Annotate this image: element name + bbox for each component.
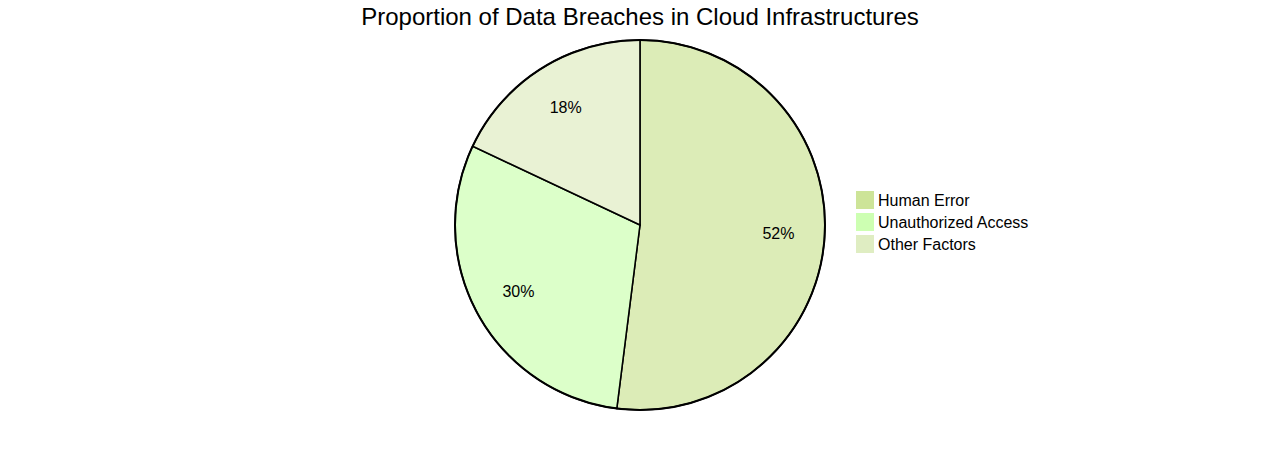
pie-outline bbox=[455, 40, 825, 410]
legend-item: Unauthorized Access bbox=[856, 213, 1028, 231]
legend-label: Other Factors bbox=[878, 236, 976, 253]
legend-label: Human Error bbox=[878, 192, 970, 209]
pie-slice bbox=[473, 40, 640, 225]
data-label: 18% bbox=[550, 99, 582, 116]
legend-item: Other Factors bbox=[856, 235, 976, 253]
pie-slice bbox=[617, 40, 825, 410]
legend-swatch bbox=[856, 235, 874, 253]
legend-item: Human Error bbox=[856, 191, 970, 209]
chart: Proportion of Data Breaches in Cloud Inf… bbox=[0, 0, 1280, 450]
legend-label: Unauthorized Access bbox=[878, 214, 1028, 231]
legend-swatch bbox=[856, 213, 874, 231]
title: Proportion of Data Breaches in Cloud Inf… bbox=[361, 3, 919, 30]
legend: Human Error Unauthorized Access Other Fact… bbox=[856, 191, 1028, 253]
data-label: 52% bbox=[762, 225, 794, 242]
legend-swatch bbox=[856, 191, 874, 209]
data-label: 30% bbox=[502, 283, 534, 300]
pie: 52% 30% 18% bbox=[455, 40, 825, 410]
